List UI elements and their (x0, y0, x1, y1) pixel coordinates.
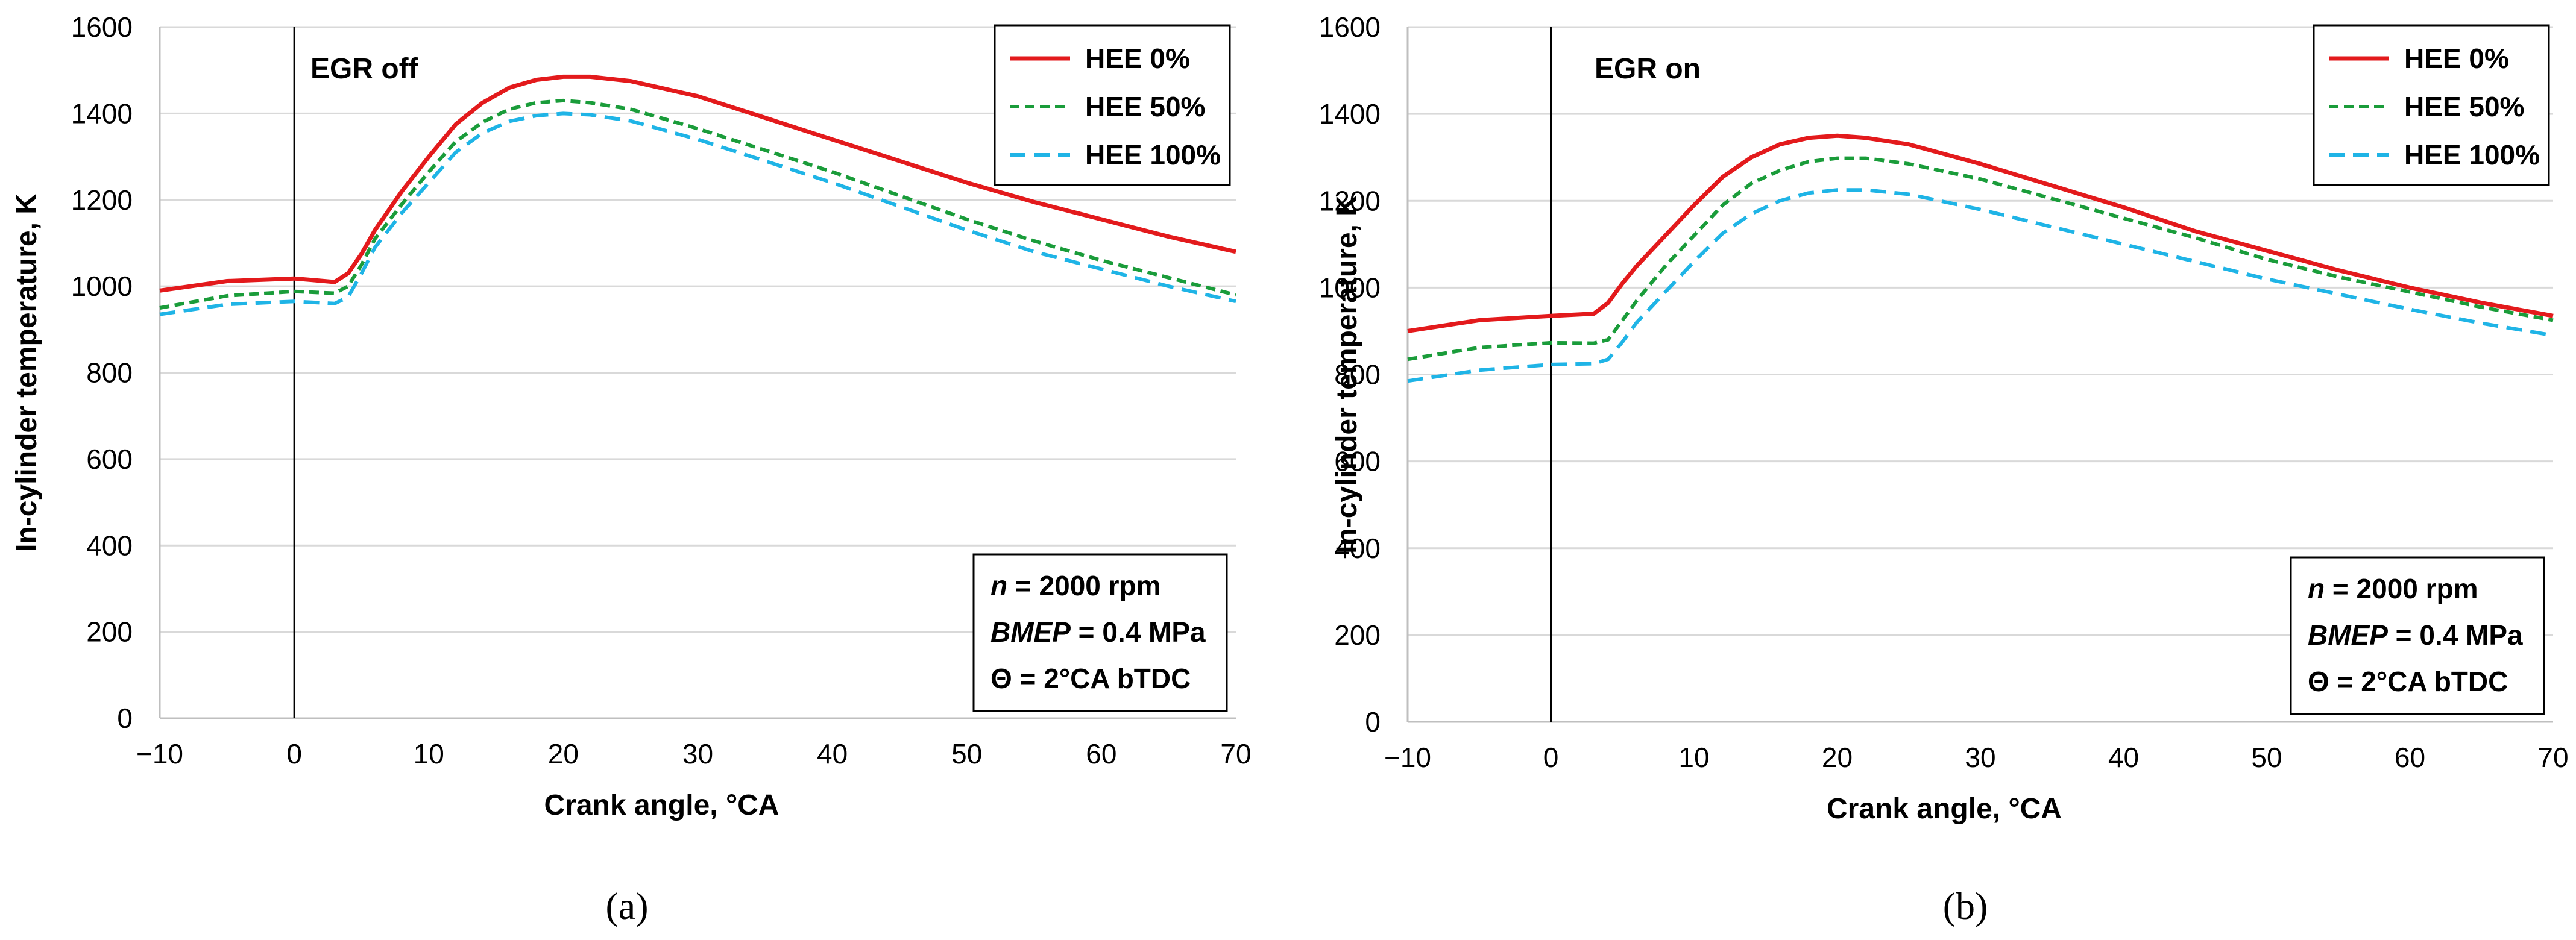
bmep-value: = 0.4 MPa (1071, 616, 1206, 648)
y-tick-label: 1600 (71, 11, 133, 43)
y-tick-label: 0 (117, 703, 133, 734)
egr-annotation: EGR off (310, 53, 419, 85)
legend-label: HEE 50% (2404, 91, 2524, 122)
y-axis-title: In-cylinder temperature, K (11, 193, 43, 552)
conditions-box (972, 553, 1228, 712)
x-tick-label: 70 (1220, 738, 1251, 769)
y-tick-label: 600 (1334, 446, 1381, 477)
x-tick-label: 40 (2108, 742, 2139, 773)
x-tick-label: 0 (286, 738, 302, 769)
injection-timing-text: Θ = 2°CA bTDC (2308, 666, 2508, 697)
y-tick-label: 1600 (1319, 11, 1381, 43)
y-axis-title: In-cylinder temperature, K (1331, 195, 1363, 554)
engine-speed-text: n = 2000 rpm (990, 570, 1161, 601)
y-tick-label: 400 (1334, 533, 1381, 564)
legend-label: HEE 0% (2404, 43, 2509, 74)
series-line-hee-100- (159, 111, 1236, 316)
legend-label: HEE 100% (2404, 139, 2540, 171)
y-tick-label: 1200 (1319, 185, 1381, 216)
series-line-hee-0- (159, 74, 1236, 293)
y-tick-label: 800 (86, 357, 133, 389)
y-tick-label: 200 (1334, 619, 1381, 651)
x-tick-label: 30 (682, 738, 713, 769)
y-tick-label: 1200 (71, 184, 133, 216)
y-tick-label: 1400 (1319, 98, 1381, 130)
x-tick-label: 70 (2537, 742, 2568, 773)
series-line-hee-50- (1407, 156, 2554, 362)
y-tick-label: 200 (86, 616, 133, 648)
x-tick-label: 30 (1965, 742, 1995, 773)
bmep-symbol: BMEP (990, 616, 1071, 648)
legend-label: HEE 100% (1085, 139, 1221, 171)
series-line-hee-50- (159, 98, 1236, 310)
bmep-symbol: BMEP (2308, 619, 2388, 651)
egr-annotation: EGR on (1595, 53, 1701, 85)
x-axis-title: Crank angle, °CA (1827, 793, 2062, 825)
x-axis-title: Crank angle, °CA (544, 789, 779, 821)
series-line-hee-0- (1407, 133, 2554, 333)
engine-speed-symbol: n (990, 570, 1007, 601)
series-line-hee-100- (1407, 188, 2554, 383)
injection-timing-text: Θ = 2°CA bTDC (990, 663, 1191, 694)
engine-speed-value: = 2000 rpm (2325, 573, 2478, 604)
y-tick-label: 0 (1365, 706, 1381, 738)
y-tick-label: 1000 (1319, 272, 1381, 303)
y-tick-label: 800 (1334, 359, 1381, 390)
x-tick-label: 10 (414, 738, 444, 769)
bmep-value: = 0.4 MPa (2388, 619, 2523, 651)
x-tick-label: 0 (1543, 742, 1559, 773)
x-tick-label: 60 (1086, 738, 1116, 769)
panel-label: (b) (1943, 885, 1988, 927)
x-tick-label: 60 (2395, 742, 2425, 773)
engine-speed-value: = 2000 rpm (1007, 570, 1160, 601)
y-tick-label: 1400 (71, 98, 133, 129)
bmep-text: BMEP = 0.4 MPa (990, 616, 1206, 648)
conditions-box (2290, 556, 2545, 715)
x-tick-label: 10 (1678, 742, 1709, 773)
y-tick-label: 600 (86, 443, 133, 475)
engine-speed-text: n = 2000 rpm (2308, 573, 2478, 604)
x-tick-label: −10 (1384, 742, 1431, 773)
legend-label: HEE 50% (1085, 91, 1205, 122)
legend-label: HEE 0% (1085, 43, 1190, 74)
x-tick-label: 50 (951, 738, 982, 769)
panel-label: (a) (605, 885, 648, 927)
x-tick-label: 20 (548, 738, 579, 769)
x-tick-label: 40 (817, 738, 848, 769)
x-tick-label: −10 (136, 738, 183, 769)
x-tick-label: 50 (2251, 742, 2282, 773)
x-tick-label: 20 (1822, 742, 1853, 773)
bmep-text: BMEP = 0.4 MPa (2308, 619, 2523, 651)
y-tick-label: 400 (86, 530, 133, 561)
engine-speed-symbol: n (2308, 573, 2325, 604)
y-tick-label: 1000 (71, 271, 133, 302)
